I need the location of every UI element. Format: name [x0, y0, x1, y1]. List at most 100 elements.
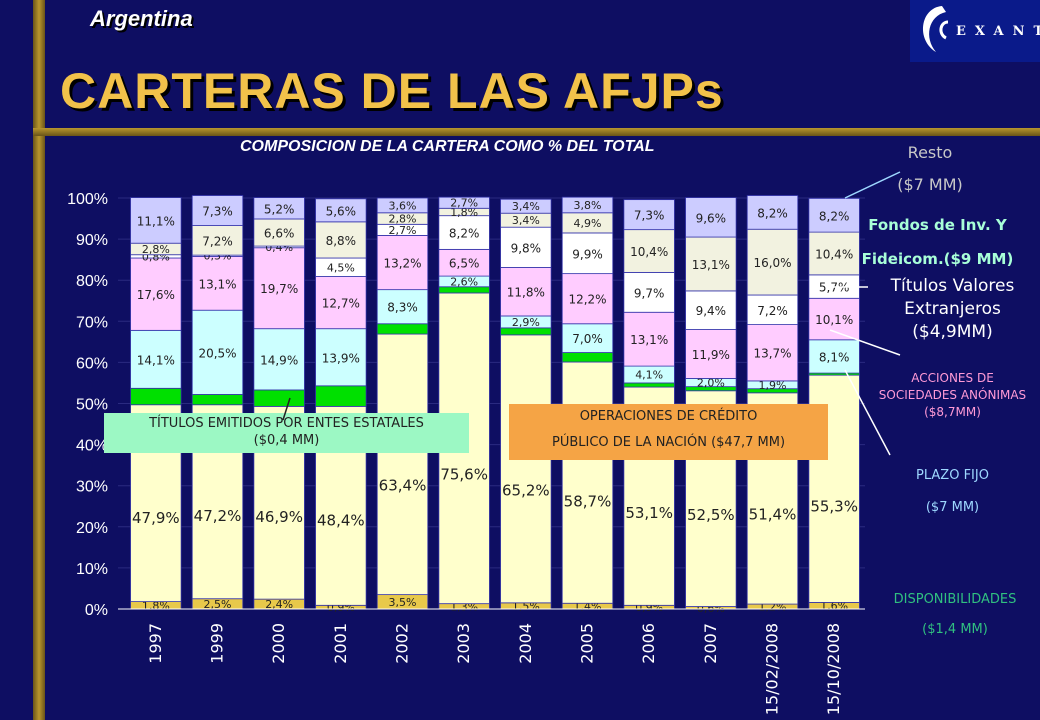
data-label: 14,1% — [137, 353, 175, 367]
bar-segment-titulos_extranjeros — [623, 271, 675, 313]
data-label: 12,2% — [568, 293, 606, 307]
data-label: 9,6% — [696, 211, 727, 225]
bar-segment-operaciones_credito — [500, 327, 552, 336]
bar-segment-operaciones_credito — [191, 394, 244, 406]
bar-segment-resto — [561, 196, 614, 214]
y-tick-label: 70% — [76, 314, 108, 331]
bar-segment-resto — [623, 199, 675, 231]
data-label: 9,4% — [696, 304, 727, 318]
bar-segment-operaciones_credito — [561, 352, 614, 363]
stacked-bar-chart: 0% 10% 20% 30% 40% 50% 60% 70% 80% 90% 100% 1,8% 47,… — [67, 191, 865, 715]
x-tick-label: 2000 — [269, 623, 288, 664]
data-label: 75,6% — [440, 465, 488, 483]
data-label: 3,4% — [512, 214, 540, 227]
annotation-titulos-line2: Extranjeros — [904, 299, 1001, 319]
data-label: 10,4% — [630, 245, 668, 259]
annotation-disp-line1: DISPONIBILIDADES — [893, 592, 1017, 607]
x-tick-label: 15/10/2008 — [824, 623, 843, 715]
data-label: 4,5% — [327, 261, 355, 274]
bar-segment-resto — [746, 195, 799, 230]
chart-subtitle: COMPOSICION DE LA CARTERA COMO % DEL TOT… — [240, 138, 655, 155]
bar-segment-operaciones_credito — [315, 385, 367, 407]
bar-segment-fondos — [191, 225, 244, 256]
annotation-acciones-line3: ($8,7MM) — [924, 405, 981, 419]
bar-segment-resto — [500, 198, 552, 214]
bar-segment-titulos_extranjeros — [561, 232, 614, 275]
bar-segment-titulos_extranjeros — [685, 290, 737, 330]
data-label: 8,3% — [387, 301, 418, 315]
data-label: 13,2% — [383, 257, 421, 271]
logo-text: EXANTE — [956, 24, 1040, 39]
annotation-titulos-line3: ($4,9MM) — [912, 322, 993, 342]
x-tick-label: 2005 — [578, 623, 597, 664]
callout-titulos-estatales: TÍTULOS EMITIDOS POR ENTES ESTATALES ($0… — [104, 413, 469, 453]
data-label: 58,7% — [564, 493, 612, 511]
data-label: 11,9% — [692, 348, 730, 362]
bar-segment-acciones — [746, 324, 799, 382]
data-label: 8,2% — [819, 209, 850, 223]
callout-titulos-line2: ($0,4 MM) — [253, 433, 320, 448]
data-label: 3,5% — [389, 596, 417, 609]
bar-segment-plazo_fijo — [253, 328, 305, 391]
data-label: 53,1% — [625, 504, 673, 522]
data-label: 2,7% — [389, 224, 417, 237]
x-tick-label: 2001 — [331, 623, 350, 664]
bar-segment-resto — [130, 197, 182, 244]
y-tick-label: 30% — [76, 479, 108, 496]
data-label: 47,2% — [194, 507, 242, 525]
country-label: Argentina — [90, 6, 193, 31]
annotation-resto-line1: Resto — [907, 143, 953, 162]
bar-segment-resto — [315, 198, 367, 223]
bar-segment-fondos — [746, 228, 799, 296]
annotation-disponibilidades: DISPONIBILIDADES ($1,4 MM) — [870, 585, 1040, 645]
data-label: 2,9% — [512, 316, 540, 329]
bar-segment-resto — [685, 197, 737, 238]
bar-segment-plazo_fijo — [376, 289, 429, 325]
data-label: 11,8% — [507, 286, 545, 300]
data-label: 16,0% — [753, 256, 791, 270]
data-label: 13,9% — [322, 351, 360, 365]
data-label: 12,7% — [322, 297, 360, 311]
annotation-plazo-line2: ($7 MM) — [925, 500, 980, 515]
bar-segment-fondos — [808, 231, 860, 276]
data-label: 8,2% — [449, 227, 480, 241]
data-label: 3,6% — [389, 199, 417, 212]
bar-segment-resto — [808, 198, 860, 233]
x-tick-label: 2006 — [639, 623, 658, 664]
data-label: 7,3% — [634, 209, 665, 223]
x-tick-label: 15/02/2008 — [763, 623, 782, 715]
data-label: 51,4% — [749, 506, 797, 524]
bar-segment-acciones — [623, 311, 675, 367]
x-tick-label: 2002 — [393, 623, 412, 664]
data-label: 8,8% — [326, 234, 357, 248]
data-label: 11,1% — [137, 214, 175, 228]
data-label: 17,6% — [137, 288, 175, 302]
data-label: 2,6% — [450, 275, 478, 288]
y-tick-label: 10% — [76, 561, 108, 578]
data-label: 4,9% — [574, 217, 602, 230]
data-label: 63,4% — [379, 476, 427, 494]
data-label: 7,2% — [202, 234, 233, 248]
bar-segment-acciones — [376, 235, 429, 291]
annotation-resto-line2: ($7 MM) — [897, 175, 963, 194]
bar-segment-titulos_extranjeros — [438, 215, 490, 250]
data-label: 2,8% — [389, 213, 417, 226]
data-label: 2,8% — [142, 243, 170, 256]
callout-operaciones-line1: OPERACIONES DE CRÉDITO — [579, 409, 758, 424]
annotation-fondos-line1: Fondos de Inv. Y — [868, 216, 1007, 234]
data-label: 5,6% — [326, 204, 357, 218]
data-label: 13,7% — [753, 347, 791, 361]
data-label: 10,4% — [815, 247, 853, 261]
data-label: 55,3% — [810, 498, 858, 516]
bar-segment-acciones — [438, 248, 490, 277]
data-label: 65,2% — [502, 482, 550, 500]
annotation-titulos-extranjeros: Títulos Valores Extranjeros ($4,9MM) — [860, 275, 1040, 344]
annotation-plazo-line1: PLAZO FIJO — [916, 468, 989, 483]
bar-segment-plazo_fijo — [561, 323, 614, 353]
data-label: 3,8% — [574, 199, 602, 212]
bar-segment-resto — [438, 196, 490, 209]
data-label: 6,5% — [449, 257, 480, 271]
data-label: 10,1% — [815, 313, 853, 327]
data-label: 6,6% — [264, 227, 295, 241]
data-label: 7,0% — [572, 332, 603, 346]
